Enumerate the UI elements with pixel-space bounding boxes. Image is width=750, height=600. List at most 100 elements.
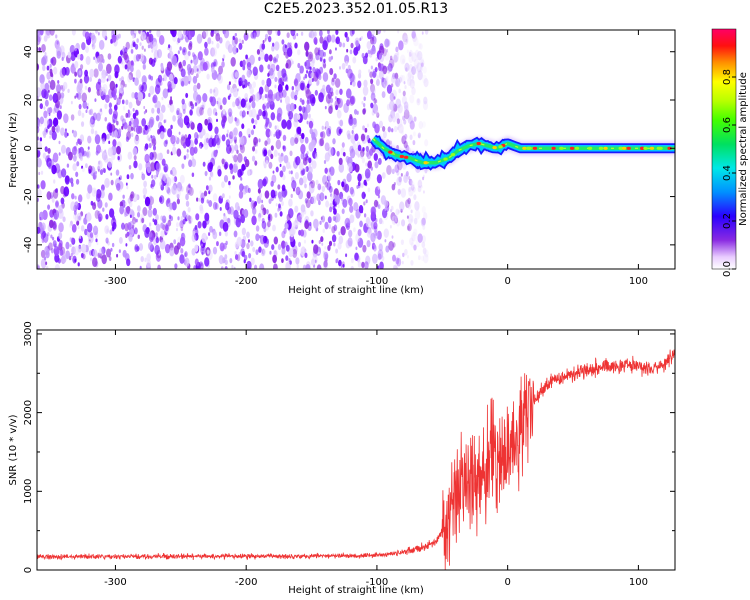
noise-speckle — [43, 90, 49, 100]
noise-speckle — [63, 113, 69, 124]
noise-speckle — [182, 108, 186, 115]
noise-speckle — [359, 220, 363, 228]
noise-speckle — [371, 110, 375, 116]
noise-speckle — [242, 59, 246, 67]
noise-speckle — [128, 71, 134, 81]
noise-speckle — [166, 197, 171, 205]
noise-speckle — [323, 51, 326, 57]
noise-speckle — [289, 102, 295, 112]
noise-speckle — [314, 152, 319, 160]
noise-speckle — [369, 148, 374, 156]
noise-speckle — [249, 197, 252, 203]
noise-speckle — [327, 171, 331, 177]
noise-speckle — [104, 177, 110, 188]
spectrogram-x-ticks: -300 -200 -100 0 100 — [104, 30, 648, 287]
noise-speckle — [363, 179, 367, 186]
noise-speckle — [77, 245, 82, 253]
noise-speckle — [185, 193, 189, 201]
noise-speckle — [289, 165, 292, 169]
noise-speckle — [280, 240, 286, 250]
noise-speckle — [122, 194, 125, 199]
spectrogram-signal-trace — [368, 133, 675, 171]
noise-speckle — [323, 160, 327, 165]
noise-speckle — [201, 245, 205, 252]
noise-speckle — [278, 203, 281, 209]
noise-speckle — [51, 130, 57, 141]
noise-speckle — [71, 62, 75, 68]
noise-speckle — [206, 137, 209, 144]
noise-speckle — [196, 82, 201, 90]
noise-speckle — [155, 162, 161, 172]
noise-speckle — [344, 54, 350, 64]
noise-speckle — [310, 72, 314, 79]
noise-speckle — [288, 170, 291, 175]
noise-speckle — [166, 187, 172, 196]
noise-speckle — [198, 197, 201, 202]
noise-speckle — [347, 68, 353, 79]
noise-speckle — [262, 248, 266, 255]
noise-speckle — [44, 82, 50, 92]
noise-speckle — [94, 130, 98, 136]
noise-speckle — [71, 193, 75, 200]
noise-speckle — [81, 42, 86, 51]
noise-speckle — [152, 41, 158, 51]
noise-speckle — [133, 160, 138, 169]
noise-speckle — [220, 266, 224, 269]
noise-speckle — [124, 202, 127, 206]
noise-speckle — [268, 161, 273, 169]
noise-speckle — [151, 174, 154, 179]
noise-speckle — [157, 74, 163, 83]
noise-speckle — [180, 226, 184, 232]
noise-speckle — [133, 54, 138, 63]
noise-speckle — [200, 197, 205, 204]
noise-speckle — [322, 72, 329, 82]
noise-speckle — [355, 246, 358, 251]
noise-speckle — [181, 81, 185, 87]
noise-speckle — [123, 122, 128, 130]
noise-speckle — [180, 80, 185, 87]
noise-speckle — [300, 204, 306, 213]
noise-speckle — [254, 30, 261, 38]
noise-speckle — [212, 230, 218, 240]
noise-speckle — [324, 221, 329, 230]
noise-speckle — [252, 207, 257, 215]
noise-speckle — [282, 89, 287, 98]
noise-speckle — [265, 159, 269, 165]
noise-speckle — [89, 232, 94, 239]
noise-speckle — [277, 70, 282, 79]
noise-speckle — [319, 220, 322, 225]
noise-speckle — [319, 192, 325, 202]
noise-speckle — [304, 73, 308, 79]
noise-speckle — [311, 195, 317, 204]
noise-speckle — [353, 108, 358, 115]
noise-speckle — [328, 105, 333, 115]
noise-speckle — [323, 36, 329, 47]
noise-speckle — [324, 152, 330, 162]
noise-speckle — [400, 239, 404, 246]
noise-speckle — [394, 216, 399, 223]
noise-speckle — [381, 220, 384, 225]
noise-speckle — [412, 33, 417, 43]
snr-frame — [36, 329, 676, 571]
noise-speckle — [221, 61, 225, 68]
noise-speckle — [261, 95, 265, 101]
noise-speckle — [408, 186, 414, 197]
noise-speckle — [267, 64, 271, 70]
noise-speckle — [405, 171, 409, 177]
noise-speckle — [340, 196, 344, 202]
noise-speckle — [242, 83, 245, 89]
noise-speckle — [346, 130, 351, 138]
noise-speckle — [419, 65, 423, 72]
noise-speckle — [409, 116, 412, 121]
noise-speckle — [421, 235, 426, 243]
noise-speckle — [284, 95, 290, 105]
noise-speckle — [71, 146, 77, 156]
noise-speckle — [217, 169, 222, 177]
noise-speckle — [66, 163, 70, 168]
noise-speckle — [411, 31, 416, 39]
noise-speckle — [177, 37, 181, 44]
noise-speckle — [95, 238, 98, 243]
noise-speckle — [368, 69, 371, 73]
noise-speckle — [187, 190, 190, 194]
noise-speckle — [243, 259, 246, 264]
